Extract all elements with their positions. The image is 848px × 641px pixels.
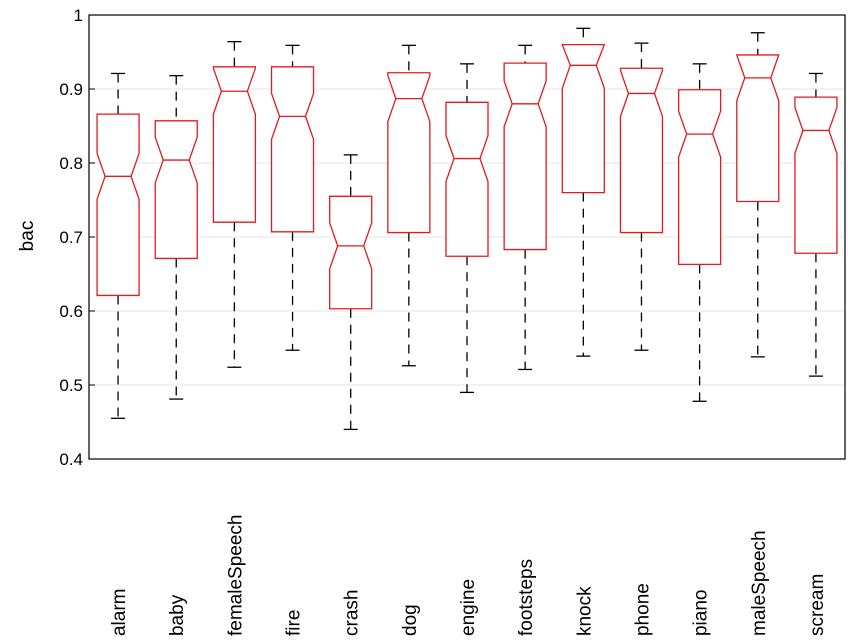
box-footsteps <box>503 62 547 251</box>
x-category-label: baby <box>167 594 188 636</box>
y-tick-label: 0.4 <box>59 450 83 469</box>
box-phone <box>619 67 664 234</box>
y-axis-label: bac <box>17 221 38 252</box>
x-category-label: dog <box>400 604 421 636</box>
box-engine <box>445 101 489 257</box>
y-tick-label: 0.7 <box>59 228 83 247</box>
y-tick-label: 0.8 <box>59 154 83 173</box>
box-dog <box>387 72 431 234</box>
box-piano <box>677 89 722 266</box>
box-alarm <box>96 113 140 297</box>
box-crash <box>329 195 373 310</box>
whisker-layer <box>111 27 823 431</box>
x-category-label: phone <box>632 583 653 636</box>
x-category-label: scream <box>807 574 828 636</box>
x-category-label: knock <box>574 586 595 636</box>
box-maleSpeech <box>735 54 780 203</box>
box-layer <box>96 43 838 310</box>
x-category-label: footsteps <box>516 559 537 636</box>
y-tick-label: 0.6 <box>59 302 83 321</box>
x-axis-category-labels: alarm baby femaleSpeech fire crash dog engine f… <box>109 515 828 636</box>
y-tick-label: 1 <box>74 6 83 25</box>
box-scream <box>794 96 838 254</box>
box-femaleSpeech <box>212 66 257 223</box>
x-category-label: piano <box>691 590 712 637</box>
x-category-label: alarm <box>109 588 130 636</box>
box-baby <box>154 120 198 260</box>
box-knock <box>561 43 606 194</box>
box-fire <box>270 66 315 233</box>
x-category-label: fire <box>284 610 305 636</box>
x-category-label: maleSpeech <box>749 530 770 636</box>
x-category-label: femaleSpeech <box>225 515 246 636</box>
y-tick-label: 0.9 <box>59 80 83 99</box>
x-category-label: crash <box>342 590 363 636</box>
y-tick-label: 0.5 <box>59 376 83 395</box>
x-category-label: engine <box>458 579 479 636</box>
y-axis-ticks: 0.4 0.5 0.6 0.7 0.8 0.9 1 <box>59 6 95 469</box>
